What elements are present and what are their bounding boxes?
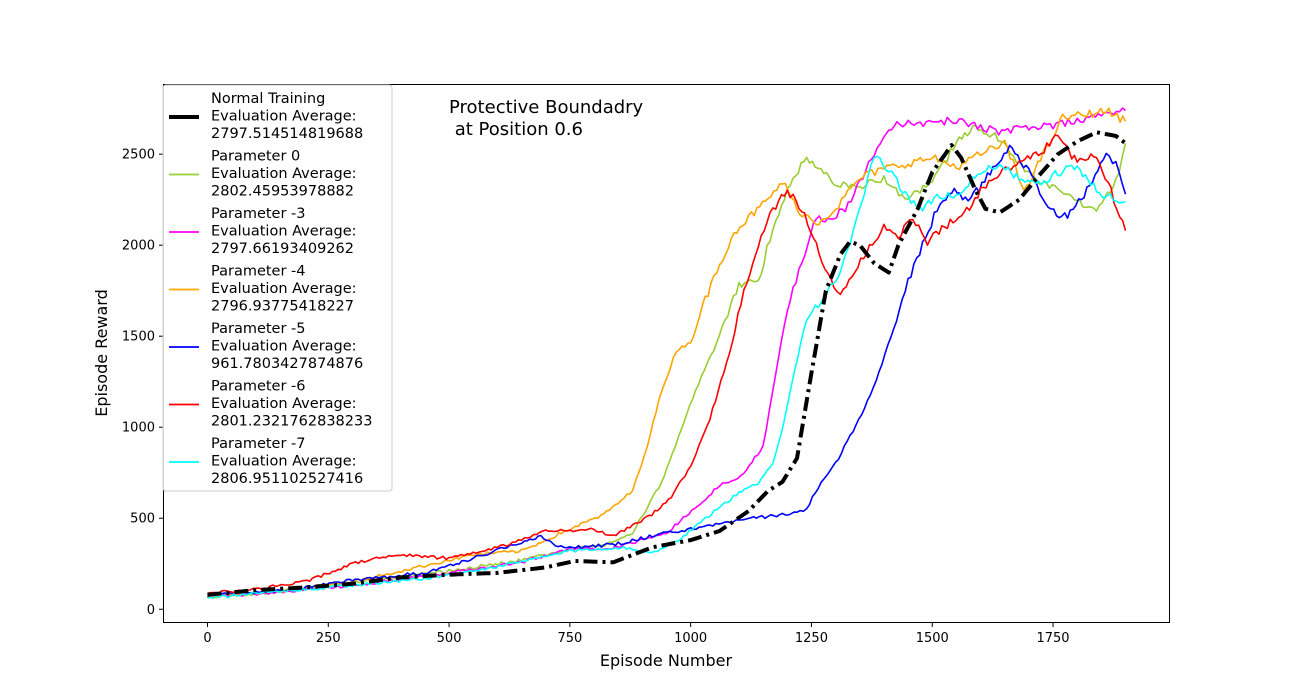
y-tick-label: 0 bbox=[147, 603, 155, 618]
y-tick-label: 500 bbox=[130, 512, 155, 527]
legend-label: 2796.93775418227 bbox=[211, 299, 354, 315]
legend-label: 2806.951102527416 bbox=[211, 471, 363, 487]
x-tick-label: 1750 bbox=[1036, 631, 1069, 646]
legend-label: 961.7803427874876 bbox=[211, 356, 363, 372]
legend-label: Evaluation Average: bbox=[211, 339, 357, 355]
y-tick-label: 1500 bbox=[122, 330, 155, 345]
legend-items: Normal Training Evaluation Average: 2797… bbox=[169, 91, 372, 487]
series-line-4 bbox=[207, 144, 1127, 598]
legend-label: 2797.514514819688 bbox=[211, 126, 363, 142]
series-line-0 bbox=[207, 130, 1127, 597]
legend-label: Parameter -4 bbox=[211, 264, 306, 280]
legend-label: Normal Training bbox=[211, 91, 325, 107]
legend-label: 2802.45953978882 bbox=[211, 184, 354, 200]
legend-label: Evaluation Average: bbox=[211, 281, 357, 297]
legend-label: Evaluation Average: bbox=[211, 109, 357, 125]
x-tick-label: 750 bbox=[557, 631, 582, 646]
y-tick-label: 2500 bbox=[122, 148, 155, 163]
x-tick-label: 0 bbox=[203, 631, 211, 646]
legend-label: Parameter -5 bbox=[211, 321, 306, 337]
series-lines bbox=[207, 107, 1127, 599]
x-tick-label: 1250 bbox=[795, 631, 828, 646]
legend-item: Parameter -7 Evaluation Average: 2806.95… bbox=[169, 436, 363, 487]
title-line-2: at Position 0.6 bbox=[449, 119, 583, 140]
y-tick-label: 1000 bbox=[122, 421, 155, 436]
legend-label: 2797.66193409262 bbox=[211, 241, 354, 257]
x-tick-label: 1500 bbox=[916, 631, 949, 646]
legend-label: Parameter -6 bbox=[211, 379, 306, 395]
legend-label: 2801.2321762838233 bbox=[211, 414, 372, 430]
y-axis-ticks: 0 500 1000 1500 2000 2500 bbox=[122, 148, 164, 618]
legend-label: Parameter -7 bbox=[211, 436, 306, 452]
x-tick-label: 250 bbox=[316, 631, 341, 646]
y-tick-label: 2000 bbox=[122, 239, 155, 254]
legend-item: Normal Training Evaluation Average: 2797… bbox=[169, 91, 363, 142]
series-line-5 bbox=[207, 134, 1127, 595]
legend-item: Parameter -5 Evaluation Average: 961.780… bbox=[169, 321, 363, 372]
legend-item: Parameter -6 Evaluation Average: 2801.23… bbox=[169, 379, 372, 430]
legend-item: Parameter -3 Evaluation Average: 2797.66… bbox=[169, 206, 357, 257]
chart-title: Protective Boundadry at Position 0.6 bbox=[449, 97, 644, 140]
legend-box bbox=[162, 84, 393, 492]
x-axis-ticks: 0 250 500 750 1000 1250 1500 1750 bbox=[203, 622, 1070, 646]
legend-label: Evaluation Average: bbox=[211, 166, 357, 182]
legend-label: Evaluation Average: bbox=[211, 224, 357, 240]
x-axis-label: Episode Number bbox=[600, 651, 733, 670]
x-tick-label: 1000 bbox=[674, 631, 707, 646]
legend-label: Parameter -3 bbox=[211, 206, 306, 222]
legend-item: Parameter -4 Evaluation Average: 2796.93… bbox=[169, 264, 357, 315]
legend-item: Parameter 0 Evaluation Average: 2802.459… bbox=[169, 149, 357, 200]
y-axis-label: Episode Reward bbox=[92, 289, 111, 417]
legend-label: Evaluation Average: bbox=[211, 454, 357, 470]
legend-label: Evaluation Average: bbox=[211, 396, 357, 412]
legend-label: Parameter 0 bbox=[211, 149, 300, 165]
x-tick-label: 500 bbox=[437, 631, 462, 646]
title-line-1: Protective Boundadry bbox=[449, 97, 644, 118]
legend: Normal Training Evaluation Average: 2797… bbox=[162, 84, 393, 492]
